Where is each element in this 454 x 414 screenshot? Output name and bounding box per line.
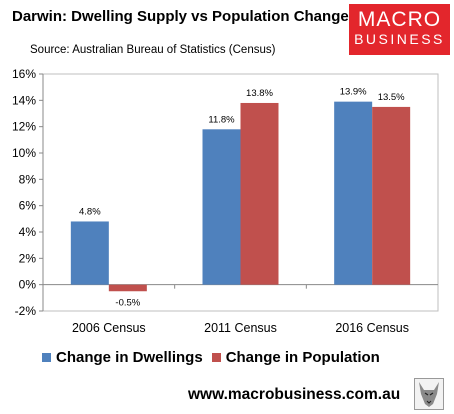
x-category-label: 2016 Census — [335, 321, 409, 335]
data-label: 4.8% — [79, 206, 101, 217]
macrobusiness-logo: MACRO BUSINESS — [349, 4, 450, 55]
y-tick-label: 0% — [19, 278, 37, 292]
chart-source: Source: Australian Bureau of Statistics … — [30, 44, 276, 56]
y-tick-label: -2% — [15, 304, 37, 318]
bar-population — [240, 102, 279, 285]
y-tick-label: 16% — [12, 67, 36, 81]
bar-dwellings — [70, 221, 109, 285]
chart-title: Darwin: Dwelling Supply vs Population Ch… — [12, 8, 349, 25]
data-label: 11.8% — [208, 114, 235, 125]
chart-legend: Change in Dwellings Change in Population — [42, 349, 389, 366]
wolf-logo-icon — [414, 378, 444, 410]
x-category-label: 2006 Census — [72, 321, 146, 335]
y-tick-label: 2% — [19, 251, 37, 265]
y-tick-label: 8% — [19, 172, 37, 186]
bar-population — [108, 284, 147, 292]
bar-population — [372, 106, 411, 285]
y-tick-label: 6% — [19, 199, 37, 213]
data-label: 13.8% — [246, 88, 273, 99]
legend-item-population: Change in Population — [211, 349, 380, 366]
legend-item-dwellings: Change in Dwellings — [42, 349, 203, 366]
legend-label-population: Change in Population — [225, 349, 380, 366]
bar-dwellings — [334, 101, 373, 285]
bar-dwellings — [202, 129, 241, 285]
website-url: www.macrobusiness.com.au — [188, 386, 401, 403]
y-tick-label: 4% — [19, 225, 37, 239]
x-category-label: 2011 Census — [204, 321, 277, 335]
bar-chart: -2% 0% 2% 4% 6% 8% 10% 12% 14% 16% 4.8% -0.5% 2006 C… — [12, 67, 439, 335]
data-label: 13.5% — [378, 92, 405, 103]
y-tick-label: 10% — [12, 146, 36, 160]
legend-swatch-population — [211, 353, 221, 362]
y-tick-label: 14% — [12, 93, 36, 107]
legend-swatch-dwellings — [42, 353, 51, 362]
legend-label-dwellings: Change in Dwellings — [56, 349, 203, 366]
data-label: 13.9% — [340, 87, 367, 98]
logo-text-business: BUSINESS — [354, 31, 445, 47]
y-tick-label: 12% — [12, 120, 36, 134]
data-label: -0.5% — [115, 297, 140, 308]
logo-text-macro: MACRO — [357, 8, 442, 31]
